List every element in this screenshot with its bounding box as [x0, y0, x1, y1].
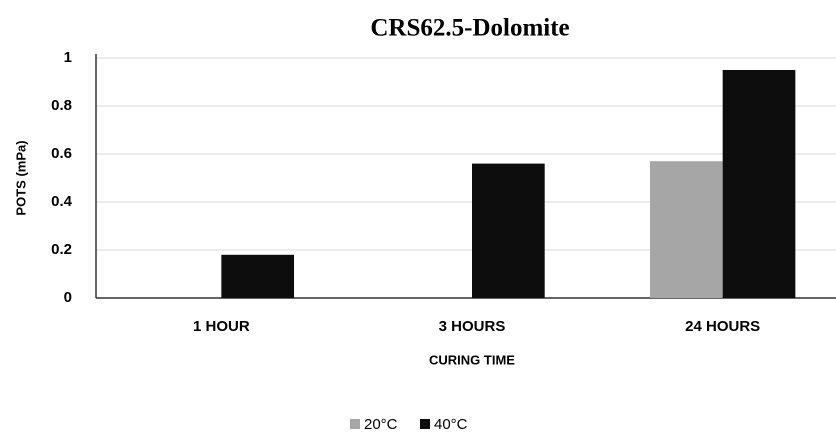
x-axis-title: CURING TIME [429, 352, 515, 367]
chart-title: CRS62.5-Dolomite [370, 15, 569, 42]
y-tick-label: 0.6 [51, 145, 72, 162]
y-tick-label: 0.4 [51, 193, 73, 210]
bar [649, 161, 723, 298]
y-tick-label: 1 [64, 49, 72, 66]
bar [472, 163, 545, 298]
y-axis-title: POTS (mPa) [13, 140, 28, 215]
legend-swatch [420, 419, 430, 429]
x-tick-label: 1 HOUR [193, 318, 250, 335]
bar [221, 254, 295, 298]
y-tick-label: 0.8 [51, 97, 72, 114]
bar [722, 70, 796, 298]
legend-swatch [350, 419, 360, 429]
y-tick-label: 0 [64, 289, 72, 306]
x-tick-label: 24 HOURS [685, 318, 760, 335]
y-tick-label: 0.2 [51, 241, 72, 258]
legend-label: 20°C [364, 416, 398, 432]
legend-label: 40°C [434, 416, 468, 432]
x-tick-label: 3 HOURS [439, 318, 506, 335]
